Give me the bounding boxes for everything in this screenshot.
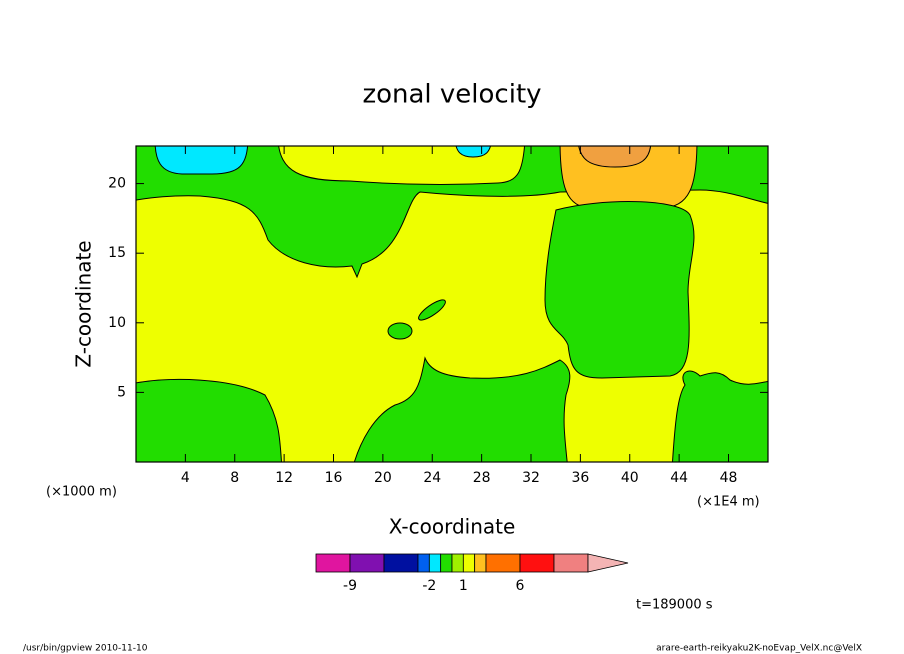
y-tick-label: 15: [108, 245, 126, 261]
y-tick-label: 10: [108, 315, 126, 331]
footer: arare-earth-reikyaku2K-noEvap_VelX.nc@Ve…: [656, 644, 862, 654]
colorbar-bin: [451, 553, 464, 573]
chart-title: zonal velocity: [362, 80, 541, 110]
region: [672, 370, 768, 462]
x-tick-label: 24: [423, 470, 441, 486]
colorbar-bin: [485, 553, 521, 573]
region: [387, 322, 413, 340]
x-tick-label: 8: [230, 470, 239, 486]
x-tick-label: 16: [325, 470, 343, 486]
colorbar-bin: [440, 553, 453, 573]
region: [418, 299, 446, 321]
region: [578, 146, 652, 168]
y-unit: (×1000 m): [46, 485, 117, 500]
x-tick-label: 36: [571, 470, 589, 486]
colorbar-label: -9: [343, 578, 357, 594]
x-tick-label: 20: [374, 470, 392, 486]
colorbar-bin: [462, 553, 476, 573]
colorbar-bin: [417, 553, 430, 573]
y-axis-title: Z-coordinate: [72, 240, 96, 367]
region: [353, 356, 571, 462]
colorbar-extension: [587, 553, 629, 573]
x-tick-label: 28: [473, 470, 491, 486]
colorbar-bin: [383, 553, 419, 573]
x-tick-label: 44: [670, 470, 688, 486]
region: [544, 201, 695, 379]
x-tick-label: 40: [621, 470, 639, 486]
colorbar-label: 1: [459, 578, 468, 594]
colorbar-bin: [428, 553, 442, 573]
x-tick-label: 12: [275, 470, 293, 486]
colorbar-label: 6: [516, 578, 525, 594]
annotation: t=189000 s: [636, 598, 713, 613]
region: [136, 379, 282, 462]
colorbar-bin: [553, 553, 589, 573]
y-tick-label: 20: [108, 176, 126, 192]
plot-frame: [135, 145, 769, 463]
x-axis-title: X-coordinate: [389, 515, 516, 539]
x-tick-label: 48: [720, 470, 738, 486]
colorbar-bin: [474, 553, 487, 573]
colorbar-bin: [349, 553, 385, 573]
x-unit: (×1E4 m): [697, 495, 760, 510]
colorbar-bin: [519, 553, 555, 573]
contour-field: [136, 146, 768, 462]
y-tick-label: 5: [117, 384, 126, 400]
colorbar-label: -2: [422, 578, 436, 594]
x-tick-label: 4: [181, 470, 190, 486]
region: [154, 146, 249, 175]
colorbar-bin: [315, 553, 351, 573]
x-tick-label: 32: [522, 470, 540, 486]
footer: /usr/bin/gpview 2010-11-10: [23, 644, 148, 654]
